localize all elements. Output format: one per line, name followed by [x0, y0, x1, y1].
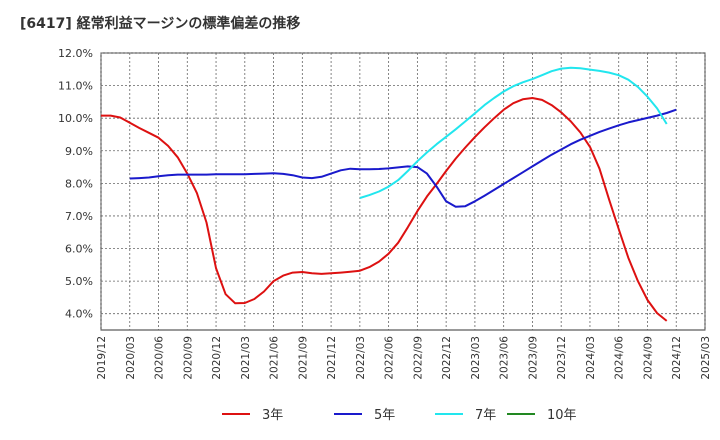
legend: 3年 5年 7年 10年 [222, 408, 577, 423]
series-line-3年 [101, 97, 668, 322]
y-tick-label: 4.0% [65, 308, 93, 321]
grid-lines [100, 52, 706, 330]
x-tick-label: 2020/12 [211, 336, 223, 380]
x-tick-label: 2024/12 [671, 336, 683, 380]
y-tick-label: 7.0% [65, 210, 93, 223]
x-tick-label: 2022/06 [384, 336, 396, 380]
series-lines [101, 66, 677, 322]
x-tick-label: 2022/12 [441, 336, 453, 380]
x-tick-label: 2023/03 [470, 336, 482, 380]
x-tick-label: 2020/09 [182, 336, 194, 380]
legend-label-7年: 7年 [475, 408, 496, 423]
y-tick-label: 9.0% [65, 145, 93, 158]
x-tick-label: 2023/06 [499, 336, 511, 380]
y-tick-label: 11.0% [58, 80, 93, 93]
legend-label-3年: 3年 [262, 408, 283, 423]
x-tick-label: 2022/09 [412, 336, 424, 380]
x-tick-label: 2021/09 [297, 336, 309, 380]
x-tick-label: 2020/03 [125, 336, 137, 380]
y-axis-ticks: 4.0% 5.0% 6.0% 7.0% 8.0% 9.0% 10.0% 11.0% 12.0% [58, 47, 93, 321]
legend-label-5年: 5年 [374, 408, 395, 423]
series-line-5年 [129, 108, 677, 208]
x-tick-label: 2023/12 [556, 336, 568, 380]
x-axis-ticks: 2019/12 2020/03 2020/06 2020/09 2020/12 2021/… [96, 336, 712, 380]
x-tick-label: 2022/03 [355, 336, 367, 380]
y-tick-label: 10.0% [58, 112, 93, 125]
chart-title: [6417] 経常利益マージンの標準偏差の推移 [20, 16, 301, 32]
x-tick-label: 2025/03 [700, 336, 712, 380]
plot-area [100, 52, 706, 331]
x-tick-label: 2024/03 [585, 336, 597, 380]
x-tick-label: 2021/06 [269, 336, 281, 380]
x-tick-label: 2021/03 [240, 336, 252, 380]
y-tick-label: 5.0% [65, 275, 93, 288]
x-tick-label: 2024/09 [642, 336, 654, 380]
x-tick-label: 2024/06 [614, 336, 626, 380]
legend-label-10年: 10年 [547, 408, 577, 423]
y-tick-label: 6.0% [65, 243, 93, 256]
series-line-7年 [359, 66, 668, 199]
x-tick-label: 2021/12 [326, 336, 338, 380]
x-tick-label: 2023/09 [527, 336, 539, 380]
x-tick-label: 2019/12 [96, 336, 108, 380]
y-tick-label: 12.0% [58, 47, 93, 60]
x-tick-label: 2020/06 [154, 336, 166, 380]
y-tick-label: 8.0% [65, 177, 93, 190]
